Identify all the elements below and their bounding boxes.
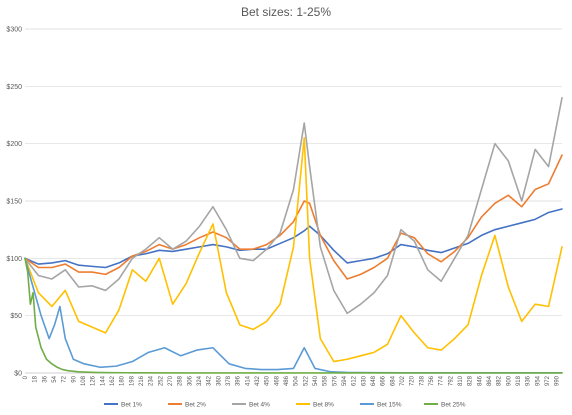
x-tick-label: 288 xyxy=(178,375,184,386)
y-axis: $0 $50 $100 $150 $200 $250 $300 xyxy=(6,27,22,378)
x-tick-label: 36 xyxy=(42,375,48,382)
x-tick-label: 144 xyxy=(100,375,106,386)
y-tick-label: $250 xyxy=(6,84,22,91)
x-tick-label: 594 xyxy=(342,375,348,386)
series-line-bet-1- xyxy=(24,208,563,269)
x-tick-label: 972 xyxy=(545,375,551,386)
x-tick-label: 774 xyxy=(439,375,445,386)
x-tick-label: 252 xyxy=(158,375,164,386)
x-tick-label: 648 xyxy=(371,375,377,386)
x-tick-label: 396 xyxy=(236,375,242,386)
x-tick-label: 846 xyxy=(477,375,483,386)
y-tick-label: $0 xyxy=(14,371,22,378)
x-tick-label: 162 xyxy=(110,375,116,386)
x-tick-label: 666 xyxy=(381,375,387,386)
y-tick-label: $100 xyxy=(6,256,22,263)
x-tick-label: 18 xyxy=(33,375,39,382)
series-line-bet-4- xyxy=(24,97,563,315)
x-tick-label: 378 xyxy=(226,375,232,386)
x-tick-label: 900 xyxy=(506,375,512,386)
x-tick-label: 486 xyxy=(284,375,290,386)
legend: Bet 1% Bet 2% Bet 4% Bet 8% Bet 15% Bet 25% xyxy=(104,401,466,408)
x-tick-label: 90 xyxy=(71,375,77,382)
x-tick-label: 738 xyxy=(419,375,425,386)
series-line-bet-25- xyxy=(24,257,563,374)
x-tick-label: 792 xyxy=(448,375,454,386)
x-tick-label: 0 xyxy=(23,375,29,379)
x-tick-label: 324 xyxy=(197,375,203,386)
x-tick-label: 612 xyxy=(352,375,358,386)
x-tick-label: 684 xyxy=(390,375,396,386)
y-tick-label: $300 xyxy=(6,27,22,34)
legend-label: Bet 25% xyxy=(441,401,466,408)
x-tick-label: 108 xyxy=(81,375,87,386)
x-tick-label: 864 xyxy=(487,375,493,386)
x-tick-label: 504 xyxy=(294,375,300,386)
legend-label: Bet 8% xyxy=(313,401,334,408)
x-tick-label: 198 xyxy=(129,375,135,386)
x-axis: 0 18 36 54 72 90 108 126 144 162 180 198 216 234 252 27… xyxy=(23,375,561,386)
y-tick-label: $150 xyxy=(6,199,22,206)
x-tick-label: 918 xyxy=(516,375,522,386)
x-tick-label: 630 xyxy=(361,375,367,386)
x-tick-label: 360 xyxy=(216,375,222,386)
series-line-bet-2- xyxy=(24,154,563,280)
x-tick-label: 540 xyxy=(313,375,319,386)
x-tick-label: 180 xyxy=(120,375,126,386)
x-tick-label: 432 xyxy=(255,375,261,386)
x-tick-label: 936 xyxy=(526,375,532,386)
x-tick-label: 468 xyxy=(274,375,280,386)
x-tick-label: 126 xyxy=(91,375,97,386)
gridlines xyxy=(25,28,562,374)
x-tick-label: 720 xyxy=(410,375,416,386)
x-tick-label: 756 xyxy=(429,375,435,386)
series-lines xyxy=(24,97,563,374)
legend-label: Bet 2% xyxy=(185,401,206,408)
series-line-bet-8- xyxy=(24,137,563,363)
legend-label: Bet 1% xyxy=(121,401,142,408)
x-tick-label: 414 xyxy=(245,375,251,386)
x-tick-label: 990 xyxy=(555,375,561,386)
chart-title: Bet sizes: 1-25% xyxy=(241,5,331,19)
x-tick-label: 828 xyxy=(468,375,474,386)
x-tick-label: 522 xyxy=(303,375,309,386)
y-tick-label: $200 xyxy=(6,141,22,148)
x-tick-label: 576 xyxy=(332,375,338,386)
x-tick-label: 702 xyxy=(400,375,406,386)
x-tick-label: 234 xyxy=(149,375,155,386)
y-tick-label: $50 xyxy=(10,313,22,320)
legend-label: Bet 4% xyxy=(249,401,270,408)
x-tick-label: 216 xyxy=(139,375,145,386)
x-tick-label: 342 xyxy=(207,375,213,386)
x-tick-label: 270 xyxy=(168,375,174,386)
x-tick-label: 810 xyxy=(458,375,464,386)
x-tick-label: 450 xyxy=(265,375,271,386)
x-tick-label: 954 xyxy=(535,375,541,386)
x-tick-label: 54 xyxy=(52,375,58,382)
legend-label: Bet 15% xyxy=(377,401,402,408)
x-tick-label: 558 xyxy=(323,375,329,386)
x-tick-label: 306 xyxy=(187,375,193,386)
x-tick-label: 882 xyxy=(497,375,503,386)
x-tick-label: 72 xyxy=(62,375,68,382)
